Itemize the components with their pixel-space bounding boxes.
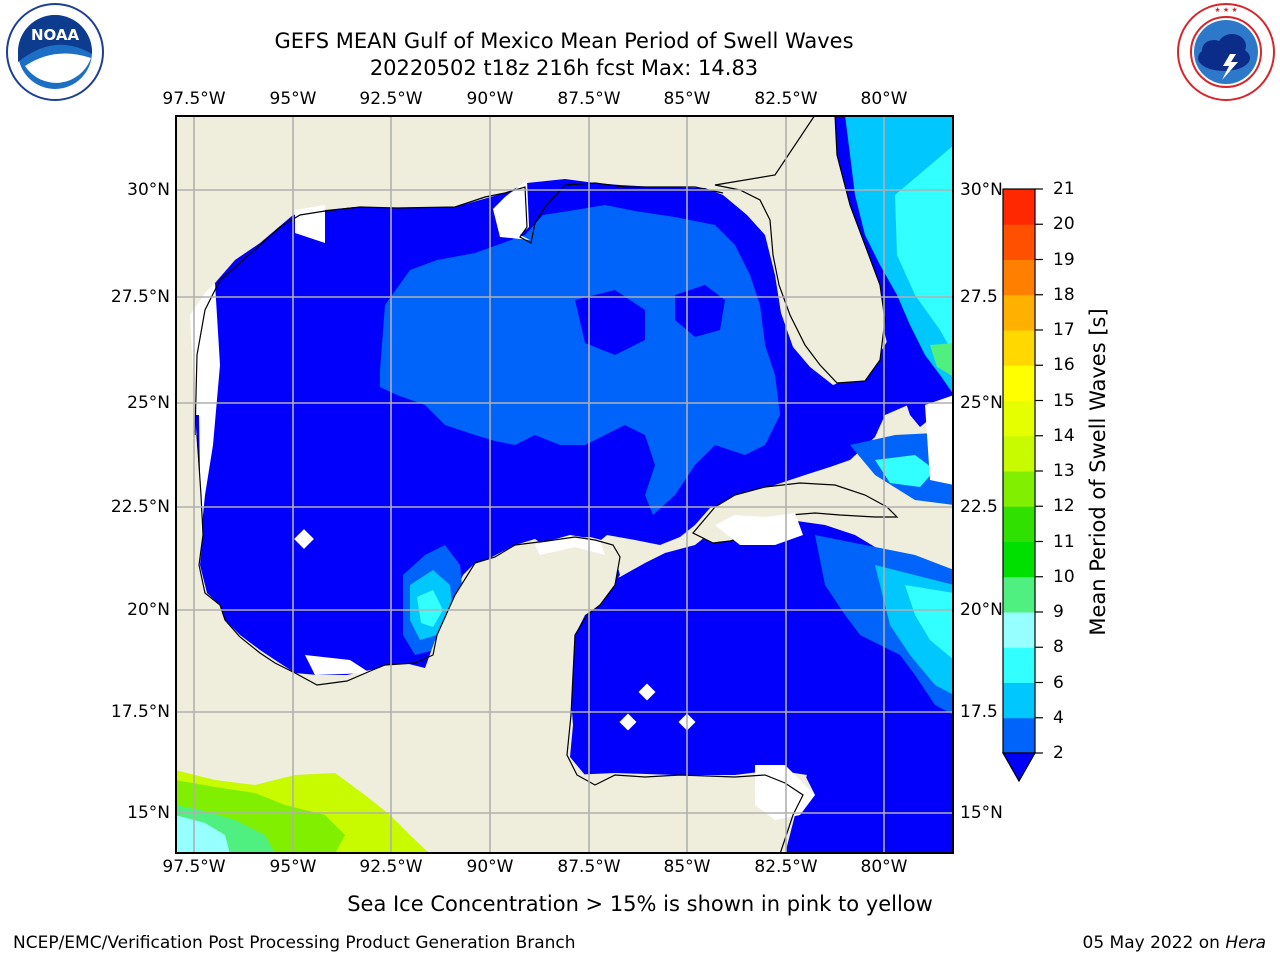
- colorbar-band: [1003, 471, 1035, 507]
- colorbar-band: [1003, 259, 1035, 296]
- lat-label: 15°N: [960, 803, 1003, 823]
- colorbar-band: [1003, 435, 1035, 472]
- mexico-coastline: [196, 434, 804, 854]
- lon-label: 97.5°W: [162, 89, 226, 109]
- colorbar-band: [1003, 330, 1035, 366]
- colorbar-tick-label: 2: [1053, 743, 1064, 763]
- map-subtitle: 20220502 t18z 216h fcst Max: 14.83: [369, 56, 759, 80]
- colorbar-tick-label: 12: [1053, 496, 1075, 517]
- map-title: GEFS MEAN Gulf of Mexico Mean Period of …: [274, 29, 854, 53]
- colorbar-tick-label: 16: [1053, 355, 1075, 376]
- lon-label: 95°W: [269, 857, 317, 877]
- noaa-logo-text: NOAA: [31, 26, 80, 44]
- lon-label: 80°W: [860, 89, 908, 109]
- lon-label: 87.5°W: [557, 89, 621, 109]
- map-frame: [175, 115, 954, 854]
- sea-ice-note: Sea Ice Concentration > 15% is shown in …: [347, 892, 933, 916]
- lon-label: 92.5°W: [359, 857, 423, 877]
- colorbar-tick-label: 20: [1053, 214, 1075, 235]
- swell-region-cyan: [895, 145, 954, 355]
- lat-label: 30°N: [127, 180, 170, 200]
- colorbar-band: [1003, 294, 1035, 331]
- lon-label: 97.5°W: [162, 857, 226, 877]
- lon-label: 87.5°W: [557, 857, 621, 877]
- footer-host: Hera: [1225, 933, 1266, 953]
- lat-label: 27.5°N: [110, 287, 170, 307]
- colorbar-tick-label: 18: [1053, 284, 1075, 305]
- colorbar-tick-label: 14: [1053, 425, 1075, 446]
- lat-label: 27.5: [960, 287, 998, 307]
- lat-label: 17.5°N: [110, 702, 170, 722]
- colorbar-tick-label: 19: [1053, 249, 1075, 270]
- gulf-of-mexico-map: [175, 115, 954, 854]
- florida-coastline: [714, 115, 886, 384]
- lat-label: 22.5°N: [110, 497, 170, 517]
- colorbar-band: [1003, 506, 1035, 542]
- lat-label: 15°N: [127, 803, 170, 823]
- colorbar-tick-label: 21: [1053, 179, 1075, 199]
- lon-label: 95°W: [269, 89, 317, 109]
- colorbar-band: [1003, 717, 1035, 754]
- footer-date: 05 May 2022 on Hera: [1083, 933, 1267, 953]
- lat-label: 25°N: [960, 393, 1003, 413]
- colorbar-band: [1003, 576, 1035, 613]
- colorbar-band: [1003, 365, 1035, 401]
- footer-branch: NCEP/EMC/Verification Post Processing Pr…: [13, 933, 576, 953]
- colorbar: [1002, 188, 1037, 783]
- swell-region-green: [930, 343, 954, 377]
- svg-text:★ ★ ★: ★ ★ ★: [1214, 6, 1237, 14]
- colorbar-band: [1003, 647, 1035, 683]
- lon-label: 85°W: [663, 89, 711, 109]
- lat-label: 17.5: [960, 702, 998, 722]
- colorbar-tick-label: 10: [1053, 566, 1075, 587]
- lat-label: 20°N: [960, 600, 1003, 620]
- lon-label: 82.5°W: [754, 89, 818, 109]
- lat-label: 25°N: [127, 393, 170, 413]
- lat-label: 22.5: [960, 497, 998, 517]
- gulf-north-coastline: [194, 182, 724, 436]
- colorbar-tick-label: 4: [1053, 707, 1064, 728]
- lon-label: 90°W: [466, 857, 514, 877]
- noaa-logo: NOAA: [5, 2, 105, 102]
- colorbar-band: [1003, 224, 1035, 260]
- lon-label: 80°W: [860, 857, 908, 877]
- map-gridlines: [175, 115, 954, 854]
- footer-date-text: 05 May 2022 on: [1082, 933, 1226, 953]
- colorbar-tick-label: 11: [1053, 531, 1075, 552]
- colorbar-label: Mean Period of Swell Waves [s]: [1086, 308, 1110, 636]
- lat-label: 20°N: [127, 600, 170, 620]
- colorbar-tick-label: 9: [1053, 602, 1064, 622]
- colorbar-tick-label: 13: [1053, 461, 1075, 481]
- colorbar-tick-label: 17: [1053, 320, 1075, 340]
- colorbar-band: [1003, 612, 1035, 648]
- lon-label: 82.5°W: [754, 857, 818, 877]
- lon-label: 85°W: [663, 857, 711, 877]
- colorbar-tick-label: 15: [1053, 390, 1075, 411]
- gulf-swell-light: [380, 205, 780, 515]
- colorbar-tick-label: 8: [1053, 637, 1064, 658]
- lon-label: 90°W: [466, 89, 514, 109]
- colorbar-band: [1003, 541, 1035, 578]
- colorbar-band: [1003, 189, 1035, 225]
- lon-label: 92.5°W: [359, 89, 423, 109]
- nws-logo: ★ ★ ★: [1176, 2, 1276, 102]
- colorbar-band: [1003, 682, 1035, 719]
- colorbar-band: [1003, 400, 1035, 437]
- colorbar-tick-label: 6: [1053, 672, 1064, 693]
- lat-label: 30°N: [960, 180, 1003, 200]
